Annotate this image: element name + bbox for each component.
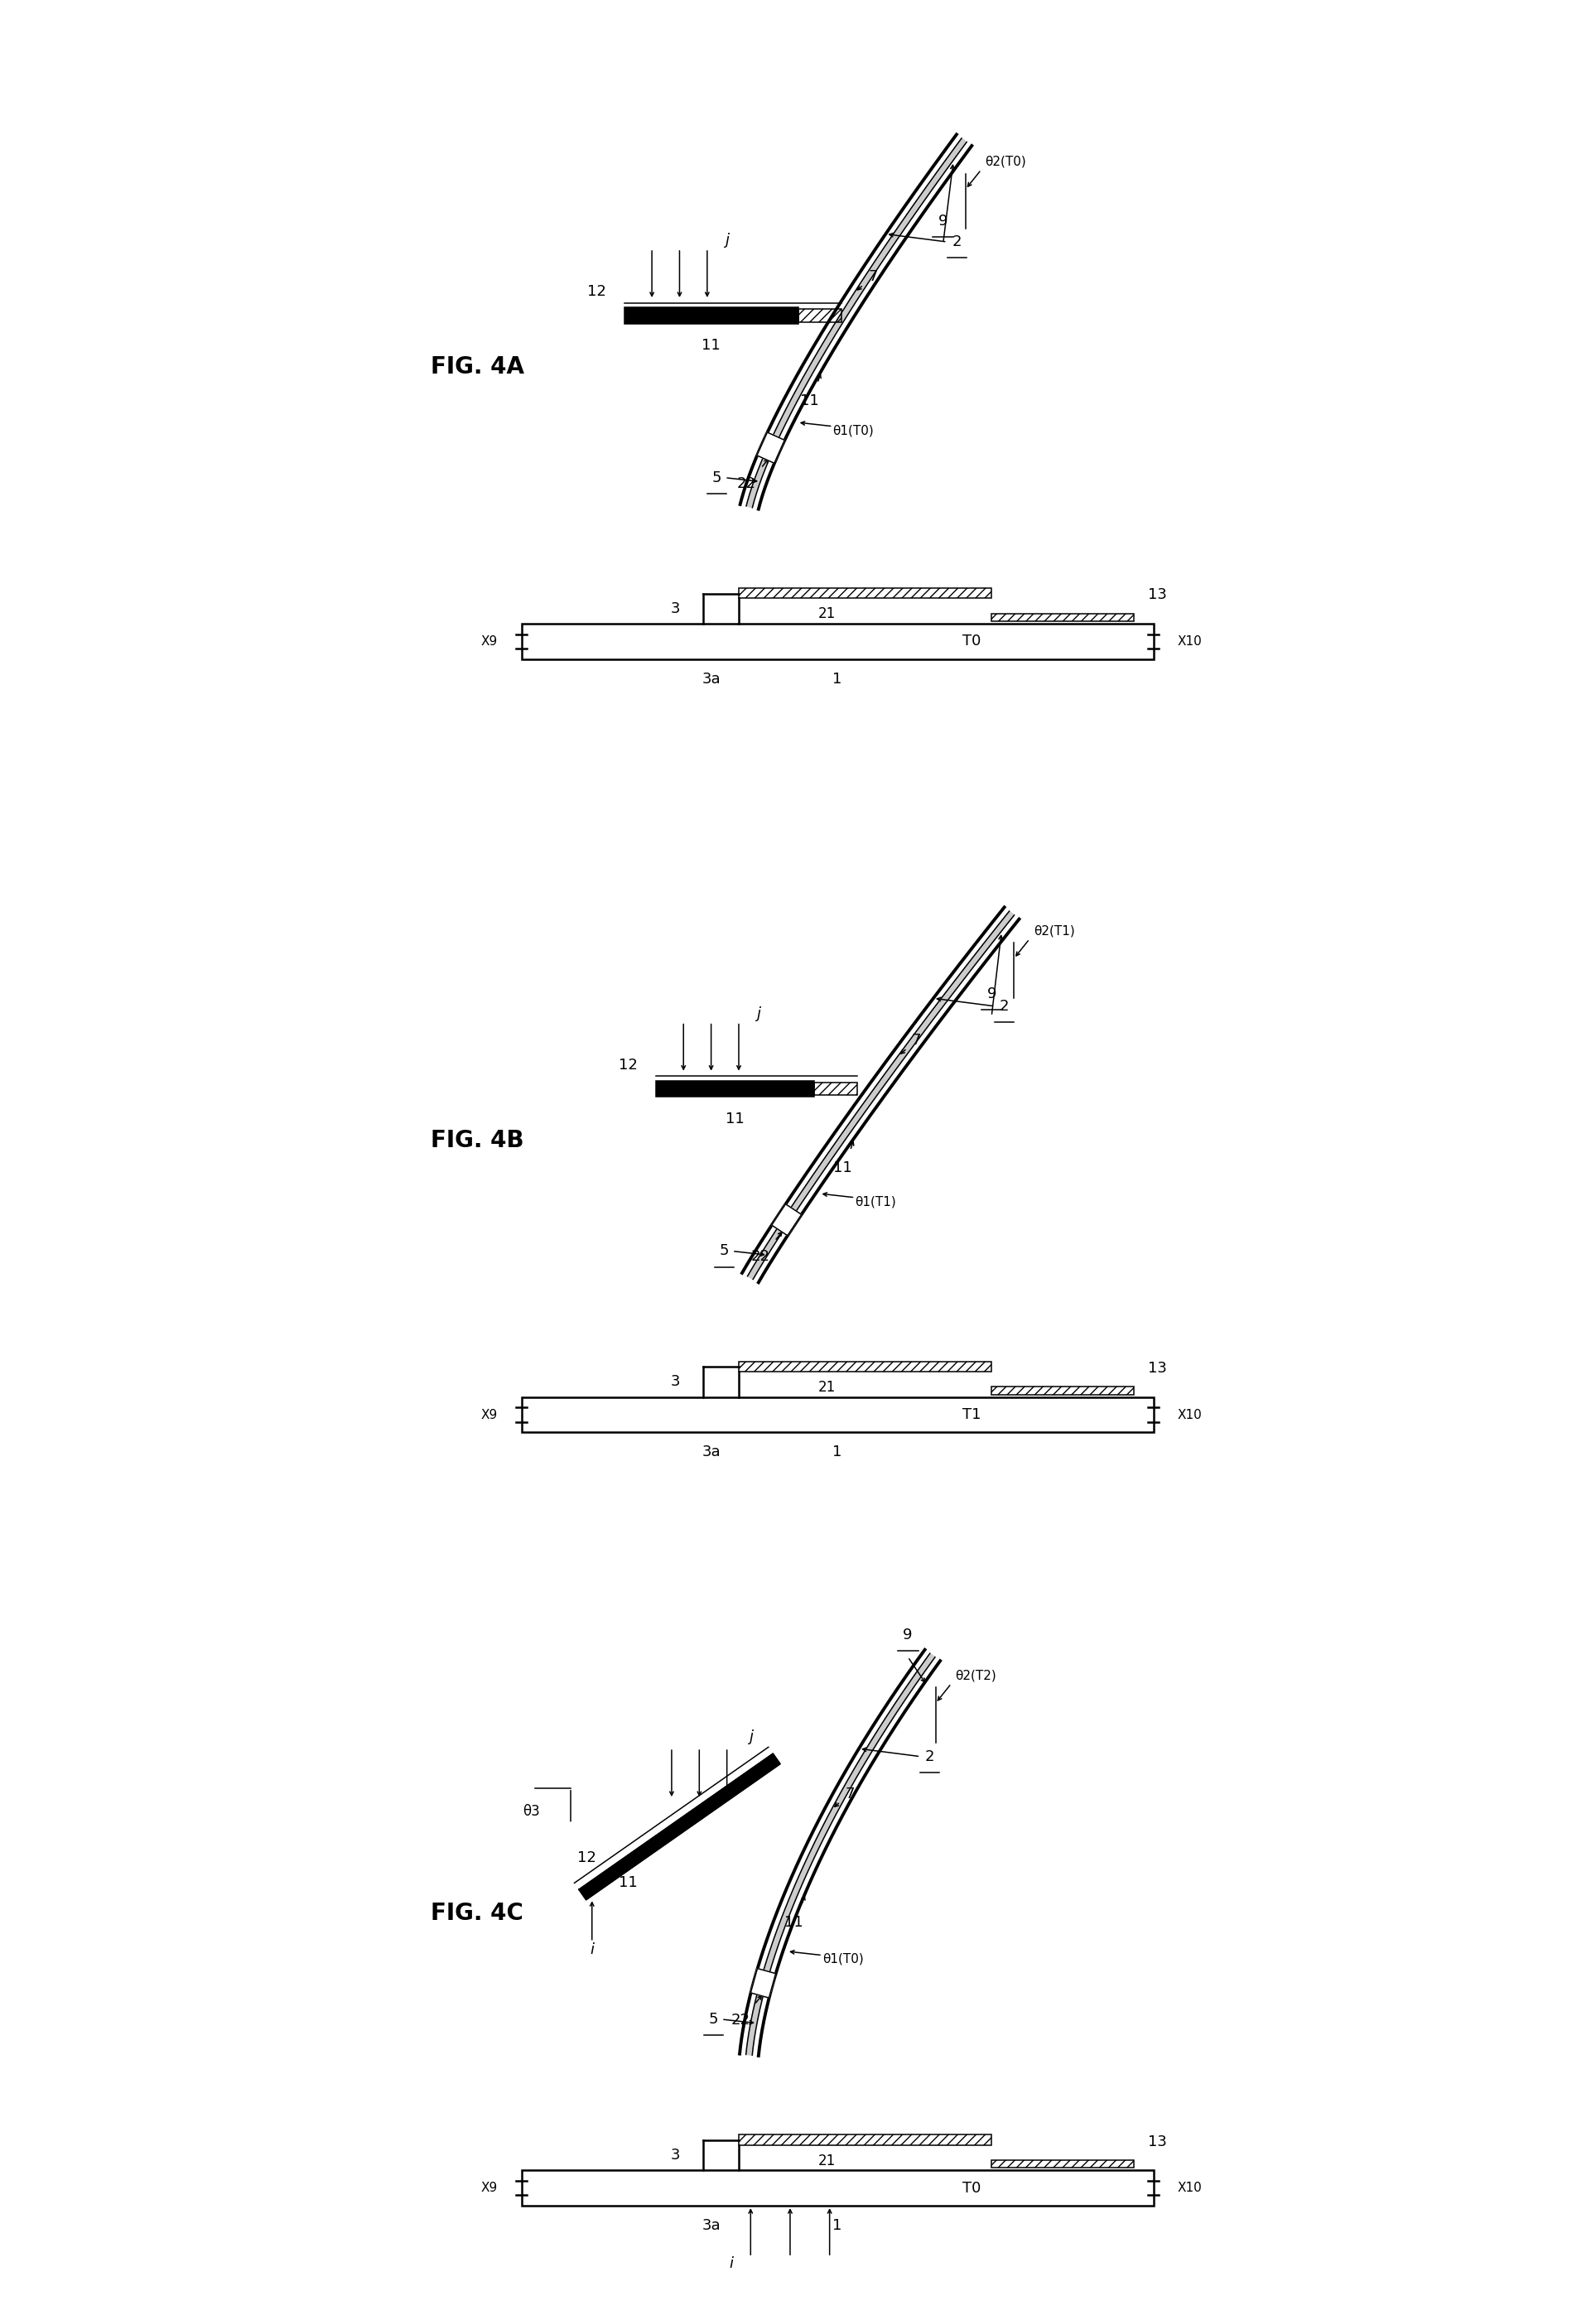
Text: 9: 9	[938, 213, 948, 227]
Bar	[522, 2169, 1154, 2206]
Text: 5: 5	[720, 1244, 729, 1257]
Text: 11: 11	[784, 1914, 803, 1930]
Bar	[522, 1397, 1154, 1431]
Bar	[991, 612, 1133, 622]
Text: T0: T0	[962, 2181, 982, 2195]
Text: 1: 1	[833, 670, 843, 687]
Text: j: j	[725, 232, 729, 248]
Text: 22: 22	[752, 1250, 769, 1264]
Text: 9: 9	[986, 986, 996, 1002]
Text: θ1(T1): θ1(T1)	[855, 1195, 897, 1209]
Text: j: j	[749, 1731, 753, 1745]
Text: 21: 21	[819, 1380, 836, 1394]
Text: 21: 21	[819, 606, 836, 622]
Polygon shape	[745, 1654, 935, 2056]
Bar	[624, 309, 798, 322]
Text: 2: 2	[926, 1749, 935, 1763]
Text: T1: T1	[962, 1408, 982, 1422]
Bar	[814, 1083, 857, 1095]
Text: 7: 7	[911, 1032, 921, 1049]
Text: X9: X9	[480, 2181, 498, 2195]
Text: 9: 9	[903, 1626, 913, 1643]
Text: 11: 11	[702, 339, 720, 353]
Bar	[739, 1362, 991, 1371]
Text: X9: X9	[480, 1408, 498, 1420]
Text: 1: 1	[833, 2218, 843, 2234]
Text: X10: X10	[1178, 2181, 1202, 2195]
Text: 1: 1	[833, 1445, 843, 1459]
Text: 13: 13	[1148, 2134, 1167, 2148]
Text: θ1(T0): θ1(T0)	[822, 1953, 863, 1965]
Text: 3a: 3a	[702, 2218, 720, 2234]
Text: X9: X9	[480, 636, 498, 647]
Text: 5: 5	[712, 471, 721, 485]
Bar	[739, 587, 991, 599]
Polygon shape	[579, 1754, 780, 1900]
Text: FIG. 4A: FIG. 4A	[431, 355, 525, 378]
Text: θ2(T1): θ2(T1)	[1034, 926, 1074, 937]
Bar	[739, 2134, 991, 2146]
Text: i: i	[729, 2255, 733, 2271]
Text: 11: 11	[726, 1111, 744, 1128]
Text: 13: 13	[1148, 1362, 1167, 1376]
Text: 7: 7	[846, 1786, 855, 1803]
Text: 22: 22	[737, 476, 757, 492]
Text: 12: 12	[578, 1851, 597, 1865]
Polygon shape	[747, 139, 967, 508]
Text: FIG. 4B: FIG. 4B	[431, 1128, 523, 1151]
Bar	[991, 2160, 1133, 2167]
Text: 2: 2	[951, 234, 961, 248]
Text: T0: T0	[962, 633, 982, 650]
Polygon shape	[772, 1204, 801, 1237]
Text: 13: 13	[1148, 587, 1167, 603]
Text: 21: 21	[819, 2153, 836, 2169]
Text: 2: 2	[999, 1000, 1009, 1014]
Text: θ2(T0): θ2(T0)	[985, 155, 1026, 167]
Text: 3a: 3a	[702, 1445, 720, 1459]
Text: 11: 11	[618, 1875, 637, 1891]
Text: 12: 12	[619, 1058, 638, 1072]
Text: θ3: θ3	[522, 1805, 539, 1819]
Text: θ2(T2): θ2(T2)	[956, 1670, 996, 1682]
Text: 5: 5	[709, 2011, 718, 2028]
Text: 3: 3	[670, 1373, 680, 1390]
Text: FIG. 4C: FIG. 4C	[431, 1902, 523, 1926]
Bar	[798, 309, 841, 322]
Text: 3: 3	[670, 601, 680, 617]
Polygon shape	[747, 912, 1013, 1278]
Bar	[656, 1081, 814, 1097]
Text: 7: 7	[868, 269, 878, 285]
Text: j: j	[757, 1007, 761, 1021]
Text: 22: 22	[731, 2014, 750, 2028]
Bar	[991, 1387, 1133, 1394]
Polygon shape	[750, 1967, 776, 1998]
Polygon shape	[757, 432, 785, 464]
Text: θ1(T0): θ1(T0)	[833, 425, 875, 436]
Text: 12: 12	[587, 285, 606, 299]
Bar	[522, 624, 1154, 659]
Text: i: i	[591, 1942, 594, 1958]
Text: 3: 3	[670, 2148, 680, 2162]
Text: 11: 11	[833, 1160, 852, 1176]
Text: X10: X10	[1178, 636, 1202, 647]
Text: 3a: 3a	[702, 670, 720, 687]
Text: 11: 11	[800, 392, 819, 408]
Text: X10: X10	[1178, 1408, 1202, 1420]
